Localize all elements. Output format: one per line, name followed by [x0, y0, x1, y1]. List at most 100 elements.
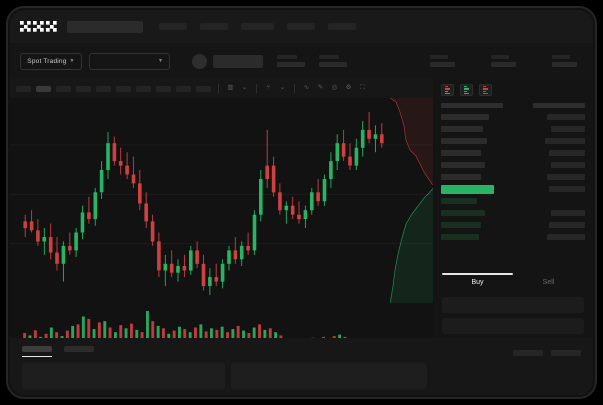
buy-sell-tabs: Buy Sell — [442, 273, 584, 292]
ticker-stat-4-label — [491, 55, 509, 59]
fullscreen-icon[interactable]: ⛶ — [360, 84, 365, 92]
nav-item-3[interactable] — [241, 23, 274, 30]
timeframe-button-8[interactable] — [156, 85, 171, 92]
ticker-stat-1 — [277, 55, 305, 67]
order-book-panel — [433, 79, 593, 273]
nav-item-4[interactable] — [287, 23, 315, 30]
bottom-actions — [513, 349, 581, 356]
candlestick-chart — [10, 112, 435, 295]
ticker-stat-5 — [552, 55, 577, 67]
nav-item-2[interactable] — [200, 23, 228, 30]
timeframe-button-2[interactable] — [36, 85, 51, 92]
line-wave-icon[interactable]: ∿ — [303, 84, 310, 92]
order-book-col-amount — [533, 103, 585, 108]
bid-price — [441, 198, 477, 204]
order-book-bid-row[interactable] — [433, 195, 593, 207]
ask-price — [441, 138, 487, 144]
price-field[interactable] — [442, 297, 584, 313]
nav-item-5[interactable] — [328, 23, 356, 30]
order-book-bid-row[interactable] — [433, 207, 593, 219]
bottom-block-right[interactable] — [231, 363, 427, 389]
pencil-icon[interactable]: ✎ — [317, 84, 324, 92]
price-chart-panel[interactable] — [10, 98, 435, 345]
market-depth-overlay — [390, 98, 435, 303]
chart-toolbar: ▥ ⌄ ⑂ ⌄ ∿ ✎ ◎ ⚙ ⛶ — [10, 79, 435, 98]
chevron-down-icon[interactable]: ⌄ — [241, 84, 248, 92]
ask-amount — [547, 114, 585, 120]
order-book-ask-row[interactable] — [433, 135, 593, 147]
timeframe-button-7[interactable] — [136, 85, 151, 92]
amount-field[interactable] — [442, 318, 584, 334]
ask-amount — [551, 162, 585, 168]
nav-item-1[interactable] — [159, 23, 187, 30]
ticker-stat-5-value — [552, 62, 577, 67]
indicator-icon[interactable]: ⑂ — [266, 84, 271, 92]
order-book-ask-row[interactable] — [433, 123, 593, 135]
header-nav — [159, 23, 356, 30]
bottom-action-1[interactable] — [513, 349, 543, 356]
ticker-bar: Spot Trading ▼ ▼ — [10, 43, 593, 79]
okx-logo-glyph-2 — [33, 21, 44, 32]
ask-amount — [549, 150, 585, 156]
timeframe-button-6[interactable] — [116, 85, 131, 92]
pair-avatar — [192, 53, 207, 69]
ticker-stat-4-value — [491, 62, 516, 67]
order-book-last-price-row[interactable] — [433, 183, 593, 195]
ticker-stat-5-label — [552, 55, 570, 59]
ticker-stat-2 — [319, 55, 347, 67]
ticker-stat-3 — [430, 55, 455, 67]
bottom-action-2[interactable] — [551, 349, 581, 356]
ticker-stat-2-value — [319, 62, 347, 67]
timeframe-button-3[interactable] — [56, 85, 71, 92]
bottom-tab-2-label — [64, 346, 94, 352]
ticker-stat-1-label — [277, 55, 297, 59]
timeframe-button-9[interactable] — [176, 85, 191, 92]
order-book-ask-row[interactable] — [433, 147, 593, 159]
pair-selector-dropdown[interactable]: ▼ — [89, 52, 170, 70]
bid-amount — [547, 234, 585, 240]
orderbook-mode-buy-icon[interactable] — [460, 84, 473, 96]
bottom-block-left[interactable] — [22, 363, 225, 389]
okx-logo-glyph-1 — [20, 21, 31, 32]
trading-app: Spot Trading ▼ ▼ — [10, 10, 593, 395]
timeframe-button-4[interactable] — [76, 85, 91, 92]
search-input[interactable] — [67, 20, 143, 33]
magnet-icon[interactable]: ◎ — [331, 84, 338, 92]
device-frame: Spot Trading ▼ ▼ — [8, 8, 595, 397]
bottom-tab-2[interactable] — [64, 346, 94, 359]
okx-logo-glyph-3 — [46, 21, 57, 32]
okx-logo[interactable] — [20, 21, 57, 32]
bottom-blocks — [10, 359, 593, 389]
toolbar-divider — [294, 84, 295, 93]
ask-amount — [545, 138, 585, 144]
order-book-col-price — [441, 103, 503, 108]
order-book-ask-row[interactable] — [433, 159, 593, 171]
toolbar-divider — [256, 84, 257, 93]
order-book-ask-row[interactable] — [433, 171, 593, 183]
timeframe-button-1[interactable] — [16, 85, 31, 92]
order-book-ask-row[interactable] — [433, 111, 593, 123]
last-price-amount — [549, 186, 585, 192]
timeframe-button-5[interactable] — [96, 85, 111, 92]
settings-icon[interactable]: ⚙ — [345, 84, 352, 92]
market-type-dropdown[interactable]: Spot Trading ▼ — [20, 52, 82, 70]
ask-price — [441, 150, 481, 156]
app-header — [10, 10, 593, 43]
tab-sell[interactable]: Sell — [542, 279, 555, 286]
order-book-mode-group — [433, 79, 593, 101]
orderbook-mode-both-icon[interactable] — [441, 84, 454, 96]
bottom-tab-group — [10, 338, 593, 359]
market-type-label: Spot Trading — [27, 57, 67, 65]
chevron-down-icon[interactable]: ⌄ — [279, 84, 286, 92]
bid-amount — [551, 210, 585, 216]
bottom-tab-1-label — [22, 346, 52, 352]
bottom-tab-1[interactable] — [22, 346, 52, 359]
order-book-bid-row[interactable] — [433, 231, 593, 243]
order-book-bid-row[interactable] — [433, 219, 593, 231]
ticker-stat-4 — [491, 55, 516, 67]
toolbar-divider — [218, 84, 219, 93]
timeframe-button-10[interactable] — [196, 85, 211, 92]
tab-buy[interactable]: Buy — [442, 273, 513, 292]
orderbook-mode-sell-icon[interactable] — [479, 84, 492, 96]
candlestick-icon[interactable]: ▥ — [227, 84, 234, 92]
